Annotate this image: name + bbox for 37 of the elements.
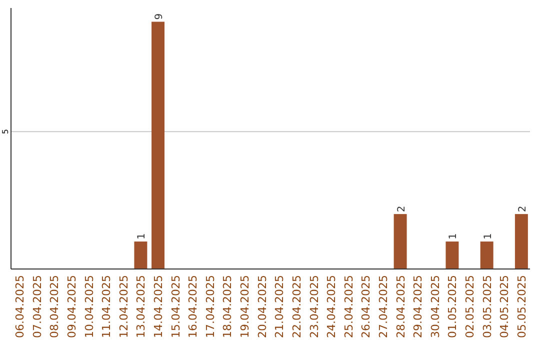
x-tick-label: 23.04.2025 bbox=[308, 275, 321, 338]
y-tick-label: 5 bbox=[1, 129, 10, 134]
x-tick-label: 07.04.2025 bbox=[30, 275, 44, 338]
x-tick-label: 05.05.2025 bbox=[515, 275, 528, 338]
x-tick-label: 10.04.2025 bbox=[82, 275, 96, 338]
x-tick-label: 26.04.2025 bbox=[360, 275, 373, 338]
data-label: 1 bbox=[448, 233, 460, 240]
x-tick-label: 27.04.2025 bbox=[376, 275, 390, 338]
x-tick-label: 17.04.2025 bbox=[204, 275, 217, 338]
x-tick-label: 21.04.2025 bbox=[273, 275, 286, 338]
x-tick-label: 18.04.2025 bbox=[221, 275, 234, 338]
x-tick-label: 19.04.2025 bbox=[238, 275, 252, 338]
x-tick-label: 08.04.2025 bbox=[48, 275, 62, 338]
x-tick-label: 01.05.2025 bbox=[446, 275, 460, 338]
x-tick-label: 13.04.2025 bbox=[134, 275, 148, 338]
data-label: 2 bbox=[517, 206, 528, 212]
x-tick-label: 03.05.2025 bbox=[480, 275, 494, 338]
x-tick-label: 24.04.2025 bbox=[325, 275, 338, 338]
x-tick-label: 06.04.2025 bbox=[14, 275, 27, 338]
x-tick-label: 25.04.2025 bbox=[342, 275, 356, 338]
x-tick-label: 09.04.2025 bbox=[65, 275, 78, 338]
x-tick-label: 29.04.2025 bbox=[412, 275, 425, 338]
data-label: 1 bbox=[482, 233, 494, 240]
x-tick-label: 30.04.2025 bbox=[428, 275, 442, 338]
x-tick-label: 12.04.2025 bbox=[117, 275, 130, 338]
x-tick-label: 28.04.2025 bbox=[394, 275, 408, 338]
x-tick-label: 02.05.2025 bbox=[464, 275, 477, 338]
x-tick-label: 20.04.2025 bbox=[256, 275, 269, 338]
data-label: 1 bbox=[136, 233, 148, 240]
data-label: 9 bbox=[154, 13, 166, 20]
x-tick-label: 16.04.2025 bbox=[186, 275, 200, 338]
x-tick-label: 22.04.2025 bbox=[290, 275, 304, 338]
x-tick-label: 04.05.2025 bbox=[498, 275, 512, 338]
x-tick-label: 15.04.2025 bbox=[169, 275, 182, 338]
data-label: 2 bbox=[396, 206, 408, 212]
x-tick-label: 11.04.2025 bbox=[100, 275, 114, 338]
x-tick-label: 14.04.2025 bbox=[152, 275, 166, 338]
